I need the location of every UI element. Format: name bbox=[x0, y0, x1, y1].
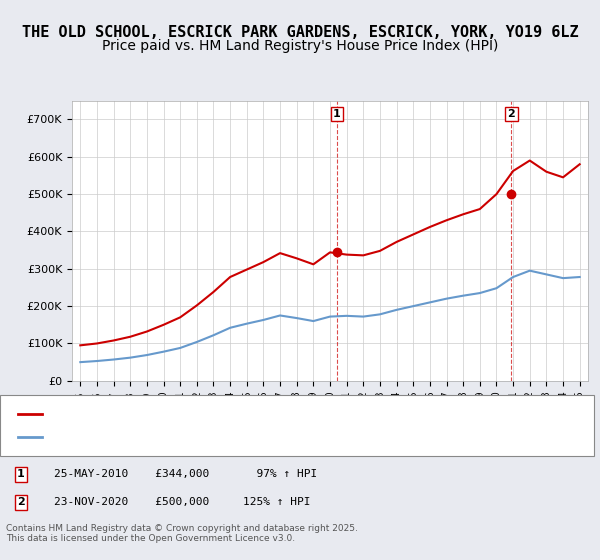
Text: 1: 1 bbox=[333, 109, 341, 119]
Text: Price paid vs. HM Land Registry's House Price Index (HPI): Price paid vs. HM Land Registry's House … bbox=[102, 39, 498, 53]
Text: 1: 1 bbox=[17, 469, 25, 479]
Text: 25-MAY-2010    £344,000       97% ↑ HPI: 25-MAY-2010 £344,000 97% ↑ HPI bbox=[54, 469, 317, 479]
Text: 2: 2 bbox=[17, 497, 25, 507]
Text: HPI: Average price, semi-detached house, North Yorkshire: HPI: Average price, semi-detached house,… bbox=[48, 432, 349, 442]
Text: THE OLD SCHOOL, ESCRICK PARK GARDENS, ESCRICK, YORK, YO19 6LZ (semi-detached hou: THE OLD SCHOOL, ESCRICK PARK GARDENS, ES… bbox=[48, 409, 542, 419]
Text: THE OLD SCHOOL, ESCRICK PARK GARDENS, ESCRICK, YORK, YO19 6LZ: THE OLD SCHOOL, ESCRICK PARK GARDENS, ES… bbox=[22, 25, 578, 40]
Text: Contains HM Land Registry data © Crown copyright and database right 2025.
This d: Contains HM Land Registry data © Crown c… bbox=[6, 524, 358, 543]
Text: 23-NOV-2020    £500,000     125% ↑ HPI: 23-NOV-2020 £500,000 125% ↑ HPI bbox=[54, 497, 311, 507]
Text: 2: 2 bbox=[508, 109, 515, 119]
